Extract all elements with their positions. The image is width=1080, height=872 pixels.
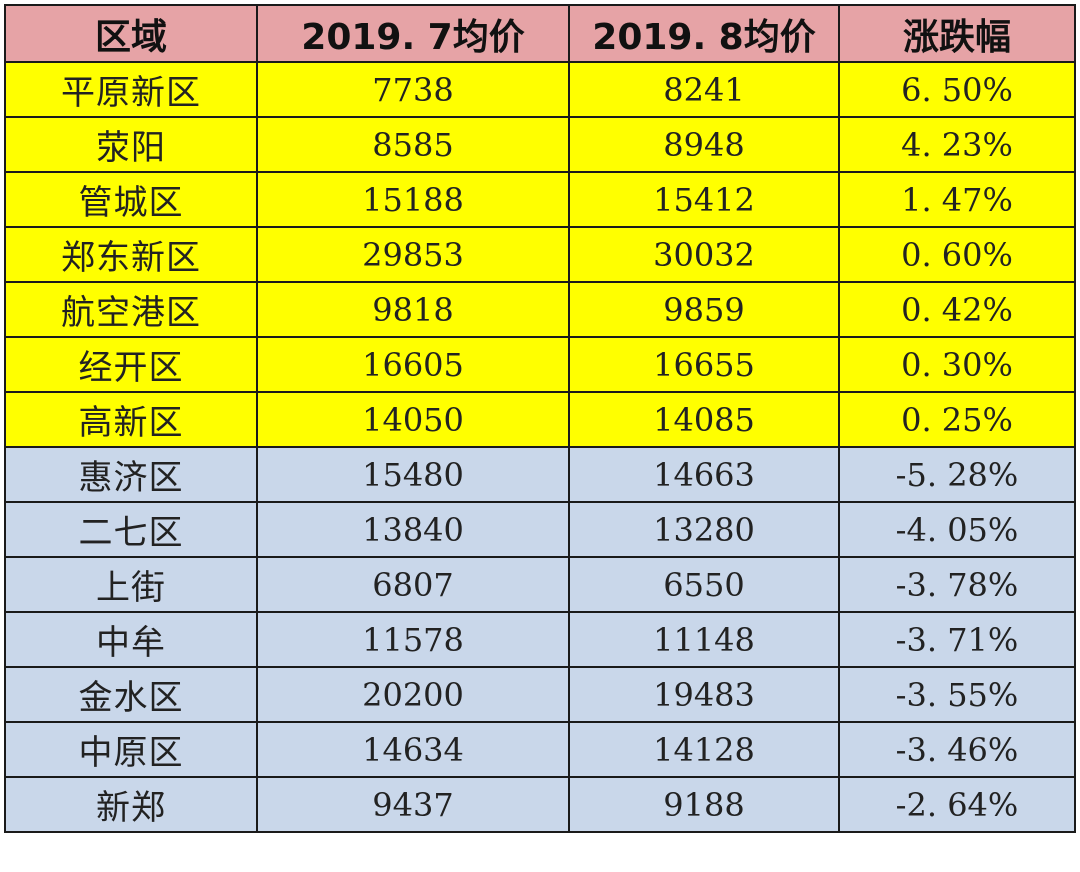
region-cell: 中牟 <box>4 611 258 668</box>
aug-price-cell: 14085 <box>568 391 840 448</box>
change-cell: -3. 55% <box>838 666 1076 723</box>
region-cell: 经开区 <box>4 336 258 393</box>
jul-price-cell: 11578 <box>256 611 570 668</box>
change-cell: -3. 78% <box>838 556 1076 613</box>
price-table: 区域 2019. 7均价 2019. 8均价 涨跌幅 平原新区 7738 8241 6… <box>4 4 1076 833</box>
change-cell: -3. 46% <box>838 721 1076 778</box>
aug-price-cell: 13280 <box>568 501 840 558</box>
aug-price-cell: 15412 <box>568 171 840 228</box>
change-cell: 0. 42% <box>838 281 1076 338</box>
jul-price-cell: 16605 <box>256 336 570 393</box>
change-cell: -3. 71% <box>838 611 1076 668</box>
aug-price-cell: 19483 <box>568 666 840 723</box>
table-row: 航空港区 9818 9859 0. 42% <box>4 281 1076 338</box>
change-cell: 1. 47% <box>838 171 1076 228</box>
jul-price-cell: 13840 <box>256 501 570 558</box>
region-cell: 管城区 <box>4 171 258 228</box>
region-cell: 高新区 <box>4 391 258 448</box>
aug-price-cell: 14128 <box>568 721 840 778</box>
jul-price-cell: 14050 <box>256 391 570 448</box>
region-cell: 航空港区 <box>4 281 258 338</box>
aug-price-cell: 16655 <box>568 336 840 393</box>
jul-price-cell: 15480 <box>256 446 570 503</box>
change-cell: 4. 23% <box>838 116 1076 173</box>
aug-price-cell: 9859 <box>568 281 840 338</box>
region-cell: 惠济区 <box>4 446 258 503</box>
table-row: 经开区 16605 16655 0. 30% <box>4 336 1076 393</box>
jul-price-cell: 9818 <box>256 281 570 338</box>
change-cell: 0. 25% <box>838 391 1076 448</box>
table-row: 平原新区 7738 8241 6. 50% <box>4 61 1076 118</box>
aug-price-cell: 8948 <box>568 116 840 173</box>
change-cell: 0. 30% <box>838 336 1076 393</box>
table-row: 郑东新区 29853 30032 0. 60% <box>4 226 1076 283</box>
change-cell: 0. 60% <box>838 226 1076 283</box>
region-cell: 荥阳 <box>4 116 258 173</box>
region-cell: 郑东新区 <box>4 226 258 283</box>
header-change: 涨跌幅 <box>838 4 1076 63</box>
aug-price-cell: 9188 <box>568 776 840 833</box>
aug-price-cell: 11148 <box>568 611 840 668</box>
header-aug-price: 2019. 8均价 <box>568 4 840 63</box>
jul-price-cell: 20200 <box>256 666 570 723</box>
table-row: 高新区 14050 14085 0. 25% <box>4 391 1076 448</box>
change-cell: -4. 05% <box>838 501 1076 558</box>
table-row: 管城区 15188 15412 1. 47% <box>4 171 1076 228</box>
table-row: 荥阳 8585 8948 4. 23% <box>4 116 1076 173</box>
region-cell: 中原区 <box>4 721 258 778</box>
change-cell: -5. 28% <box>838 446 1076 503</box>
jul-price-cell: 7738 <box>256 61 570 118</box>
jul-price-cell: 29853 <box>256 226 570 283</box>
table-row: 中原区 14634 14128 -3. 46% <box>4 721 1076 778</box>
table-row: 中牟 11578 11148 -3. 71% <box>4 611 1076 668</box>
change-cell: 6. 50% <box>838 61 1076 118</box>
header-jul-price: 2019. 7均价 <box>256 4 570 63</box>
region-cell: 上街 <box>4 556 258 613</box>
jul-price-cell: 8585 <box>256 116 570 173</box>
aug-price-cell: 8241 <box>568 61 840 118</box>
aug-price-cell: 14663 <box>568 446 840 503</box>
aug-price-cell: 30032 <box>568 226 840 283</box>
header-region: 区域 <box>4 4 258 63</box>
table-row: 二七区 13840 13280 -4. 05% <box>4 501 1076 558</box>
change-cell: -2. 64% <box>838 776 1076 833</box>
jul-price-cell: 6807 <box>256 556 570 613</box>
aug-price-cell: 6550 <box>568 556 840 613</box>
jul-price-cell: 9437 <box>256 776 570 833</box>
table-row: 金水区 20200 19483 -3. 55% <box>4 666 1076 723</box>
region-cell: 金水区 <box>4 666 258 723</box>
jul-price-cell: 14634 <box>256 721 570 778</box>
region-cell: 二七区 <box>4 501 258 558</box>
table-row: 新郑 9437 9188 -2. 64% <box>4 776 1076 833</box>
region-cell: 平原新区 <box>4 61 258 118</box>
region-cell: 新郑 <box>4 776 258 833</box>
header-row: 区域 2019. 7均价 2019. 8均价 涨跌幅 <box>4 4 1076 63</box>
jul-price-cell: 15188 <box>256 171 570 228</box>
table-row: 惠济区 15480 14663 -5. 28% <box>4 446 1076 503</box>
table-row: 上街 6807 6550 -3. 78% <box>4 556 1076 613</box>
